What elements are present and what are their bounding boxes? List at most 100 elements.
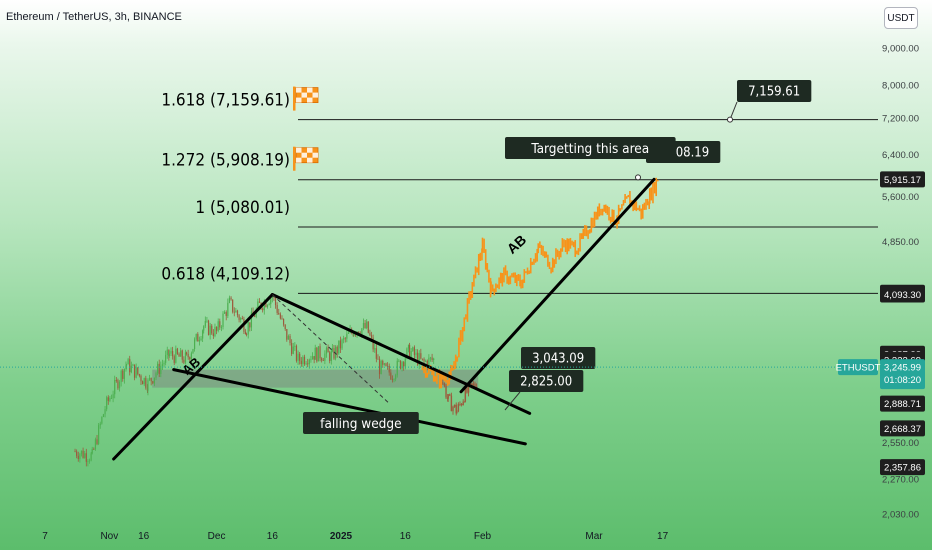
candle-body bbox=[324, 353, 326, 361]
callout-anchor bbox=[727, 116, 733, 123]
target-callout-1618: 7,159.61 bbox=[737, 80, 812, 102]
candle-body bbox=[377, 358, 379, 360]
symbol-tag-box bbox=[838, 359, 878, 376]
candle-body bbox=[80, 450, 83, 455]
candle-body bbox=[401, 362, 403, 369]
candle-body bbox=[220, 326, 223, 328]
price-axis-tick: 6,400.00 bbox=[882, 150, 919, 161]
fib-label: 1.618 (7,159.61) bbox=[161, 91, 290, 111]
candle-body bbox=[207, 320, 210, 335]
callout-box bbox=[737, 80, 812, 102]
candle-body bbox=[289, 336, 291, 343]
candle-body bbox=[168, 349, 170, 357]
candle-body bbox=[262, 308, 264, 311]
candle-body bbox=[321, 358, 323, 361]
candle-body bbox=[115, 380, 117, 381]
candle-body bbox=[225, 312, 227, 316]
time-axis-tick: 16 bbox=[138, 531, 150, 542]
fib-levels: 1.618 (7,159.61) 1.272 (5,908.19) 1 (5,080… bbox=[161, 86, 878, 294]
price-marker-box bbox=[880, 395, 925, 412]
candle-body bbox=[338, 340, 340, 354]
flag-check bbox=[307, 87, 313, 93]
candle-body bbox=[270, 298, 272, 305]
candle-body bbox=[200, 338, 202, 340]
candle-body bbox=[117, 380, 119, 389]
candle-body bbox=[431, 357, 433, 360]
price-axis-tick: 5,600.00 bbox=[882, 192, 919, 203]
target-area-annotation: Targetting this area bbox=[505, 137, 676, 159]
candle-body bbox=[407, 344, 410, 349]
candle-body bbox=[408, 344, 411, 358]
candle-body bbox=[265, 301, 267, 308]
callout-label: 3,043.09 bbox=[532, 352, 584, 367]
candle-body bbox=[133, 364, 136, 378]
candle-body bbox=[443, 383, 446, 386]
candle-body bbox=[403, 362, 405, 367]
candle-body bbox=[227, 302, 229, 316]
candle-body bbox=[74, 451, 76, 453]
candle-body bbox=[333, 348, 335, 359]
candle-body bbox=[464, 401, 466, 403]
candle-body bbox=[257, 301, 259, 310]
candle-body bbox=[168, 353, 170, 357]
candle-body bbox=[314, 347, 316, 360]
time-axis-tick: Feb bbox=[474, 531, 492, 542]
candle-body bbox=[215, 326, 218, 331]
candle-body bbox=[143, 378, 145, 385]
candle-body bbox=[467, 383, 470, 393]
candle-body bbox=[284, 324, 286, 329]
candle-body bbox=[459, 403, 461, 405]
candle-body bbox=[104, 409, 106, 415]
candle-body bbox=[192, 349, 194, 354]
candle-body bbox=[393, 379, 395, 381]
candle-body bbox=[232, 299, 234, 312]
candle-body bbox=[102, 414, 105, 417]
candle-body bbox=[303, 356, 306, 365]
candle-body bbox=[129, 359, 131, 373]
candle-body bbox=[266, 304, 269, 308]
fib-flag-icon bbox=[293, 146, 319, 171]
candle-body bbox=[428, 357, 430, 368]
callout-2825: 2,825.00 bbox=[509, 370, 584, 392]
candle-body bbox=[185, 352, 188, 354]
candle-body bbox=[101, 416, 103, 424]
candle-body bbox=[163, 362, 165, 365]
candle-body bbox=[412, 347, 414, 352]
price-axis: 9,000.00 8,000.00 7,200.00 6,400.00 5,600.00… bbox=[882, 44, 919, 521]
candle-body bbox=[286, 328, 288, 340]
currency-button[interactable]: USDT bbox=[884, 7, 918, 29]
fib-label: 1 (5,080.01) bbox=[195, 198, 290, 218]
candle-body bbox=[175, 348, 177, 363]
candle-body bbox=[122, 370, 124, 379]
candle-body bbox=[211, 325, 213, 334]
candle-body bbox=[214, 326, 216, 337]
candle-body bbox=[110, 398, 113, 399]
candle-body bbox=[464, 387, 467, 402]
candle-body bbox=[258, 301, 261, 303]
candle-body bbox=[157, 363, 159, 374]
candle-body bbox=[138, 374, 140, 376]
candle-body bbox=[471, 383, 473, 386]
trendline bbox=[270, 293, 532, 415]
candle-body bbox=[370, 335, 373, 338]
candle-body bbox=[457, 404, 460, 412]
price-axis-tick: 2,270.00 bbox=[882, 475, 919, 486]
time-axis-tick: 17 bbox=[657, 531, 669, 542]
candle-body bbox=[217, 321, 219, 331]
candle-body bbox=[189, 357, 191, 360]
candle-body bbox=[325, 347, 328, 354]
candle-body bbox=[429, 357, 432, 359]
candle-body bbox=[123, 368, 125, 379]
candle-body bbox=[130, 365, 132, 373]
candle-body bbox=[287, 336, 290, 340]
flag-pole bbox=[293, 86, 296, 111]
candle-body bbox=[367, 321, 369, 333]
candle-body bbox=[375, 348, 377, 359]
candle-body bbox=[166, 349, 168, 355]
candle-body bbox=[98, 425, 100, 444]
candle-body bbox=[178, 353, 180, 357]
candle-body bbox=[109, 398, 111, 401]
